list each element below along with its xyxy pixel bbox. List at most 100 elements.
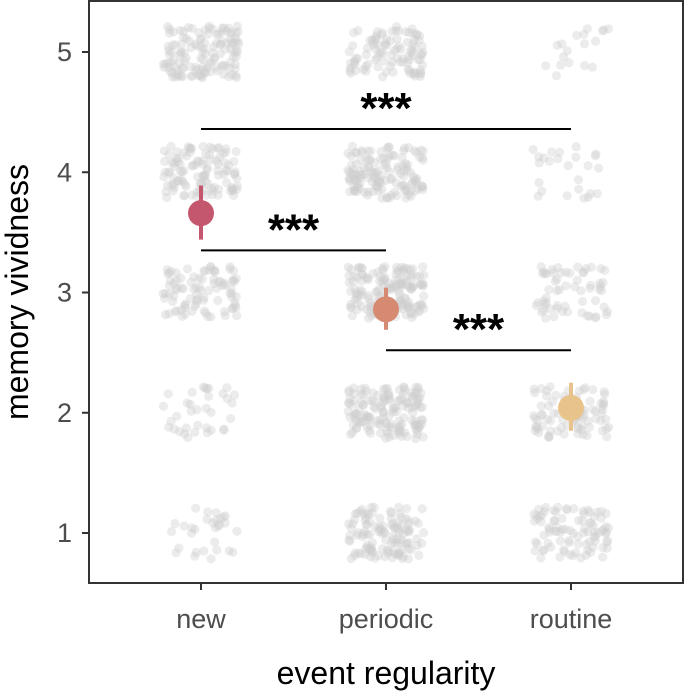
raw-point: [409, 309, 419, 319]
raw-point: [363, 59, 373, 69]
raw-point: [413, 184, 423, 194]
raw-point: [397, 279, 407, 289]
raw-point: [180, 300, 190, 310]
raw-point: [355, 166, 365, 176]
raw-point: [565, 268, 575, 278]
raw-point: [353, 417, 363, 427]
raw-point: [230, 300, 240, 310]
raw-point: [345, 412, 355, 422]
raw-point: [357, 532, 368, 542]
raw-point: [351, 66, 361, 76]
raw-point: [542, 414, 553, 424]
raw-point: [358, 400, 369, 410]
raw-point: [353, 181, 363, 191]
raw-point: [404, 65, 414, 76]
raw-point: [557, 39, 567, 49]
raw-point: [187, 528, 197, 538]
raw-point: [372, 27, 382, 37]
raw-point: [384, 422, 394, 432]
raw-point: [355, 506, 365, 516]
raw-point: [353, 263, 363, 273]
raw-point: [177, 167, 187, 177]
raw-point: [201, 149, 211, 159]
raw-point: [408, 39, 418, 49]
raw-point: [188, 160, 198, 170]
raw-point: [164, 46, 174, 56]
raw-point: [392, 53, 402, 64]
raw-point: [352, 530, 362, 540]
raw-point: [167, 57, 177, 68]
raw-point: [589, 512, 599, 522]
raw-point: [402, 263, 413, 274]
raw-point: [388, 150, 398, 160]
raw-point: [532, 539, 542, 549]
raw-point: [353, 54, 363, 64]
raw-point: [380, 384, 390, 394]
raw-point: [536, 553, 546, 563]
raw-point: [167, 157, 177, 167]
raw-point: [376, 420, 386, 430]
raw-point: [199, 382, 209, 392]
raw-point: [412, 425, 422, 436]
raw-point: [176, 71, 186, 81]
raw-point: [390, 538, 400, 549]
raw-point: [355, 173, 365, 183]
raw-point: [357, 146, 367, 156]
raw-point: [164, 309, 174, 319]
raw-point: [394, 26, 404, 36]
raw-point: [227, 38, 237, 49]
raw-point: [363, 273, 373, 283]
raw-point: [596, 513, 606, 523]
raw-point: [394, 502, 404, 512]
raw-point: [407, 177, 417, 187]
raw-point: [358, 389, 368, 399]
raw-point: [213, 295, 223, 306]
raw-point: [596, 264, 606, 274]
raw-point: [577, 516, 588, 526]
raw-point: [353, 528, 363, 538]
raw-point: [401, 193, 411, 203]
raw-point: [365, 545, 375, 555]
raw-point: [419, 270, 429, 280]
raw-point: [411, 400, 421, 410]
raw-point: [379, 527, 389, 537]
raw-point: [537, 186, 547, 196]
raw-point: [559, 429, 569, 439]
raw-point: [186, 143, 196, 153]
raw-point: [169, 182, 179, 192]
raw-point: [373, 390, 383, 400]
raw-point: [382, 143, 392, 153]
raw-point: [578, 268, 588, 278]
raw-point: [356, 397, 366, 407]
raw-point: [178, 72, 188, 82]
raw-point: [398, 54, 408, 64]
raw-point: [169, 291, 179, 301]
raw-point: [210, 537, 220, 547]
raw-point: [348, 41, 358, 51]
raw-point: [537, 409, 547, 419]
raw-point: [346, 523, 356, 533]
raw-point: [375, 415, 385, 425]
raw-point: [196, 34, 206, 44]
raw-point: [600, 265, 610, 275]
raw-point: [199, 306, 209, 316]
raw-point: [545, 524, 555, 534]
raw-point: [404, 55, 414, 65]
raw-point: [529, 411, 539, 421]
raw-point: [229, 47, 240, 58]
raw-point: [402, 271, 412, 281]
raw-point: [350, 175, 360, 185]
raw-point: [537, 421, 548, 431]
raw-point: [402, 184, 412, 194]
raw-point: [349, 412, 359, 422]
raw-point: [563, 307, 573, 317]
raw-point: [375, 177, 385, 187]
raw-point: [208, 518, 218, 528]
raw-point: [383, 142, 393, 152]
raw-point: [534, 428, 544, 438]
raw-point: [400, 159, 410, 169]
raw-point: [396, 279, 406, 289]
raw-point: [351, 288, 361, 298]
y-axis: 1 2 3 4 5: [57, 37, 89, 548]
raw-point: [598, 543, 608, 553]
